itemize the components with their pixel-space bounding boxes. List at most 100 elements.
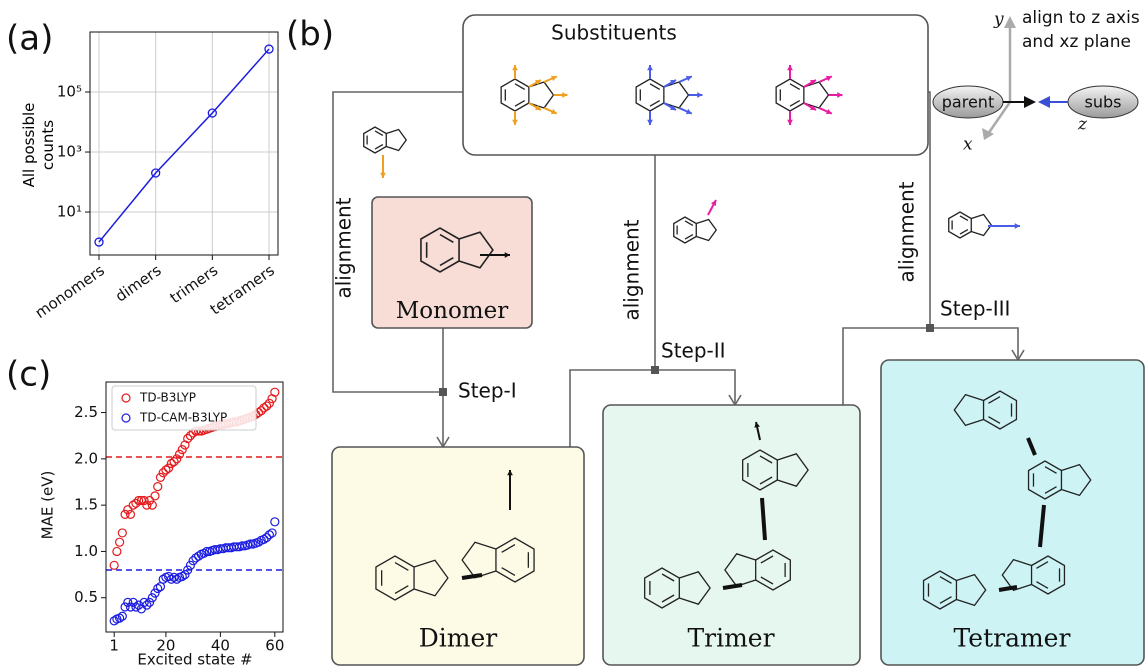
legend-label: TD-CAM-B3LYP — [139, 411, 227, 425]
axis-label: x — [963, 135, 973, 155]
data-point — [147, 593, 157, 603]
data-line — [98, 48, 270, 243]
data-point — [109, 560, 119, 570]
arrow-head — [825, 108, 832, 115]
data-point — [169, 457, 179, 467]
bond — [1038, 504, 1046, 548]
data-point — [123, 597, 133, 607]
ring — [956, 573, 987, 607]
y-tick-label: 10⁵ — [57, 83, 82, 101]
box-title: Tetramer — [954, 624, 1071, 653]
data-point — [164, 571, 174, 582]
ring — [777, 453, 809, 487]
molecule — [644, 567, 711, 609]
step-label: Step-III — [940, 297, 1010, 321]
y-tick-label: 0.5 — [74, 588, 98, 606]
data-point — [185, 560, 196, 570]
ring-inner — [987, 395, 1013, 425]
ring — [673, 216, 697, 244]
panel-label: (b) — [286, 15, 334, 55]
ring — [679, 571, 711, 605]
y-tick-label: 10³ — [57, 143, 82, 161]
data-point — [185, 431, 196, 441]
data-point — [256, 406, 266, 416]
data-point — [188, 556, 198, 566]
data-point — [120, 509, 130, 520]
data-point — [144, 495, 155, 506]
edge-label: alignment — [620, 219, 644, 320]
ring — [755, 549, 791, 591]
data-point — [158, 468, 168, 478]
ring — [696, 218, 718, 242]
arrow-head — [1024, 96, 1036, 108]
data-point — [270, 517, 280, 527]
data-point — [262, 532, 272, 543]
y-tick-label: 10¹ — [57, 203, 82, 221]
arrow-head — [697, 92, 703, 98]
data-point — [153, 583, 163, 594]
y-tick-label: 2.5 — [74, 403, 98, 421]
data-point — [139, 495, 149, 506]
arrow-head — [1004, 16, 1016, 28]
data-point — [180, 569, 190, 580]
arrow-head — [669, 80, 676, 86]
data-point — [139, 597, 149, 607]
bond — [998, 585, 1018, 592]
box-title: Substituents — [551, 21, 677, 45]
ring-inner — [747, 455, 773, 485]
data-point — [142, 500, 152, 510]
ring — [1027, 460, 1063, 500]
x-tick-label: 60 — [265, 637, 284, 655]
ring-inner — [676, 220, 694, 240]
y-axis-title: MAE (eV) — [39, 471, 57, 540]
data-point — [115, 613, 125, 623]
molecule — [948, 211, 993, 239]
x-tick-label: 40 — [211, 637, 230, 655]
monomer-box — [371, 196, 533, 329]
junction — [651, 366, 659, 374]
data-point — [259, 534, 269, 545]
ring-inner — [366, 130, 384, 150]
molecule — [724, 549, 791, 591]
molecule — [953, 390, 1018, 430]
arrow-head — [1014, 223, 1020, 229]
data-point — [193, 551, 204, 561]
data-point — [267, 528, 277, 538]
plot-frame — [89, 31, 279, 256]
data-point — [123, 505, 133, 515]
arrow-head — [837, 92, 843, 98]
substituents-box — [462, 14, 929, 156]
ring — [1030, 555, 1066, 595]
x-tick-label: tetramers — [207, 261, 278, 318]
arrow-head — [669, 104, 676, 110]
panel-label: (c) — [6, 355, 51, 395]
x-tick-label: 20 — [156, 637, 175, 655]
junction — [439, 388, 447, 396]
arrow-head — [710, 200, 717, 206]
data-point — [117, 611, 127, 621]
data-point — [128, 500, 138, 510]
data-point — [183, 433, 193, 444]
frame-note: align to z axis — [1022, 8, 1140, 28]
arrow-head — [754, 422, 760, 428]
frame-label: parent — [942, 93, 994, 112]
ring — [982, 390, 1018, 430]
axis-label: z — [1077, 115, 1088, 135]
data-point — [155, 582, 166, 592]
x-tick-label: monomers — [32, 261, 108, 322]
panel-label: (a) — [6, 19, 53, 59]
data-point — [264, 398, 274, 408]
data-point — [172, 454, 182, 464]
bond — [722, 583, 743, 590]
edge-label: alignment — [332, 197, 356, 298]
arrow-head — [504, 252, 510, 258]
y-tick-label: 1.0 — [74, 542, 98, 560]
data-point — [153, 482, 163, 492]
bond — [760, 497, 767, 541]
box-title: Monomer — [396, 298, 508, 324]
arrow-head — [534, 80, 541, 86]
data-point — [112, 546, 122, 557]
data-point — [155, 472, 166, 482]
arrow-head — [550, 75, 557, 82]
